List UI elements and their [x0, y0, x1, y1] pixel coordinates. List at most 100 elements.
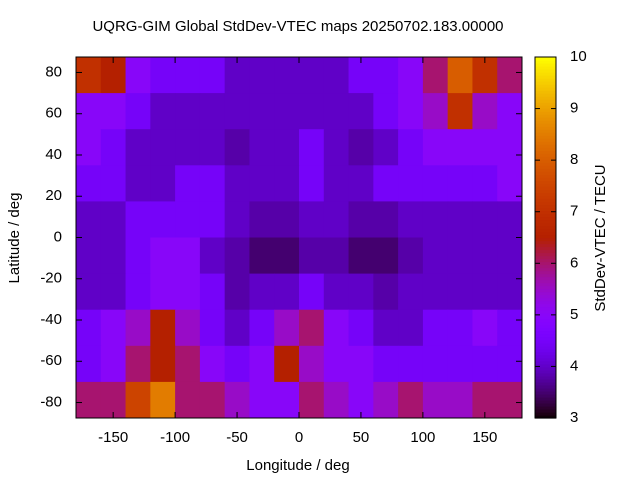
colorbar-gradient [535, 228, 556, 233]
colorbar-gradient [535, 309, 556, 314]
heatmap-cell [323, 201, 350, 238]
heatmap-cell [472, 273, 498, 311]
heatmap-cell [150, 129, 176, 166]
colorbar-tick-label: 10 [570, 48, 587, 65]
y-tick-label: 0 [54, 228, 62, 245]
heatmap-cell [125, 381, 151, 419]
heatmap-cell [299, 93, 325, 130]
colorbar-gradient [535, 408, 556, 413]
colorbar-gradient [535, 135, 556, 139]
heatmap-cell [76, 237, 102, 275]
heatmap-cell [125, 273, 151, 311]
heatmap-cell [150, 273, 176, 311]
y-tick-label: 20 [45, 187, 62, 204]
heatmap-cell [323, 57, 350, 94]
heatmap-cell [150, 381, 176, 419]
colorbar-gradient [535, 201, 556, 206]
heatmap-cell [447, 57, 473, 94]
heatmap-cell [76, 309, 102, 347]
colorbar-gradient [535, 282, 556, 287]
colorbar-gradient [535, 336, 556, 341]
heatmap-cell [274, 381, 300, 419]
heatmap-cell [150, 57, 176, 94]
heatmap-cell [398, 129, 424, 166]
colorbar-gradient [535, 237, 556, 242]
heatmap-cell [497, 309, 523, 347]
colorbar-gradient [535, 153, 556, 157]
y-tick-label: -20 [40, 270, 62, 287]
heatmap-cell [472, 309, 498, 347]
colorbar-label: StdDev-VTEC / TECU [592, 164, 609, 311]
colorbar-gradient [535, 360, 556, 365]
x-axis-label: Longitude / deg [246, 457, 349, 474]
heatmap-cell [398, 273, 424, 311]
heatmap-cell [299, 237, 325, 275]
heatmap-cell [398, 165, 424, 202]
heatmap-cell [150, 237, 176, 275]
colorbar-gradient [535, 138, 556, 142]
heatmap-cell [125, 345, 151, 383]
heatmap-cell [323, 309, 350, 347]
heatmap-cell [323, 345, 350, 383]
colorbar-gradient [535, 192, 556, 196]
colorbar-gradient [535, 315, 556, 320]
colorbar-tick-label: 5 [570, 306, 578, 323]
heatmap-cell [497, 237, 523, 275]
heatmap-cell [422, 201, 449, 238]
colorbar-gradient [535, 63, 556, 67]
heatmap-cell [373, 273, 399, 311]
heatmap-cell [150, 93, 176, 130]
heatmap-cell [497, 57, 523, 94]
heatmap-cell [348, 309, 374, 347]
heatmap-cell [224, 165, 250, 202]
heatmap-cell [348, 273, 374, 311]
colorbar-tick-label: 9 [570, 100, 578, 117]
heatmap-cell [249, 273, 275, 311]
colorbar-gradient [535, 132, 556, 136]
colorbar-gradient [535, 171, 556, 175]
heatmap-cell [76, 201, 102, 238]
colorbar-gradient [535, 288, 556, 293]
colorbar-gradient [535, 123, 556, 127]
heatmap-cell [224, 93, 250, 130]
heatmap-cell [249, 201, 275, 238]
colorbar-gradient [535, 180, 556, 184]
colorbar-gradient [535, 231, 556, 236]
heatmap-cell [373, 381, 399, 419]
heatmap-cell [224, 57, 250, 94]
heatmap-cell [224, 201, 250, 238]
colorbar-gradient [535, 303, 556, 308]
colorbar-gradient [535, 342, 556, 347]
heatmap-cell [125, 237, 151, 275]
colorbar-gradient [535, 174, 556, 178]
y-tick-label: -60 [40, 352, 62, 369]
heatmap-cell [422, 93, 449, 130]
colorbar-gradient [535, 285, 556, 290]
heatmap-cell [76, 93, 102, 130]
colorbar-gradient [535, 399, 556, 404]
heatmap-cell [274, 345, 300, 383]
heatmap-cell [150, 165, 176, 202]
heatmap-cell [472, 345, 498, 383]
heatmap-cell [175, 345, 201, 383]
heatmap-cell [224, 309, 250, 347]
colorbar-tick-label: 4 [570, 357, 578, 374]
colorbar-gradient [535, 183, 556, 187]
heatmap-cell [398, 237, 424, 275]
colorbar-gradient [535, 390, 556, 395]
heatmap-cell [100, 93, 127, 130]
heatmap-cell [422, 129, 449, 166]
colorbar-gradient [535, 177, 556, 181]
heatmap-cell [100, 201, 127, 238]
heatmap-cell [125, 201, 151, 238]
colorbar-gradient [535, 351, 556, 356]
colorbar-gradient [535, 93, 556, 97]
colorbar-gradient [535, 249, 556, 254]
colorbar-gradient [535, 279, 556, 284]
heatmap-cell [175, 57, 201, 94]
heatmap-cell [348, 129, 374, 166]
heatmap-cell [472, 57, 498, 94]
heatmap-cell [175, 237, 201, 275]
heatmap-cell [76, 57, 102, 94]
heatmap-cell [100, 129, 127, 166]
